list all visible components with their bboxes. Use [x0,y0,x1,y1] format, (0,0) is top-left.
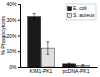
error-bar [46,42,49,55]
error-bar [68,63,71,65]
error-cap [46,54,49,55]
x-axis: KIM1-PK1 pcDNA-PK1 [21,68,98,74]
error-cap [33,19,36,20]
tick-mark [18,4,20,5]
legend-swatch [68,7,72,11]
tick-label: KIM1-PK1 [30,68,53,74]
tick: 30% [6,17,20,23]
error-line [34,13,35,19]
error-cap [81,64,84,65]
tick-mark [18,67,20,68]
tick-mark [18,36,20,37]
chart: 0% 10% 20% 30% 40% KIM1-PK1 pcDNA-PK1 E. coliS.… [0,0,100,77]
y-axis: 0% 10% 20% 30% 40% [6,1,20,70]
error-line [69,63,70,65]
marks [28,13,90,67]
tick-label: pcDNA-PK1 [63,68,90,74]
legend-swatch [68,13,72,17]
tick: 20% [6,33,20,39]
error-bar [33,13,36,19]
legend: E. coliS. aureus [66,4,96,20]
tick-label: 10% [6,48,17,54]
legend-label: E. coli [73,5,87,11]
tick-mark [18,51,20,52]
tick: 10% [6,48,20,54]
error-cap [46,41,49,42]
series [28,13,76,67]
tick-label: 20% [6,33,17,39]
error-line [47,42,48,55]
bar [28,17,41,67]
y-axis-title: % Phagocytosis [0,16,6,55]
error-line [82,65,83,67]
tick-mark [18,20,20,21]
tick-label: 30% [6,17,17,23]
series [41,42,89,67]
tick-label: 40% [6,1,17,7]
tick-label: 0% [9,64,17,70]
error-bar [81,65,84,67]
axis-line [18,5,21,68]
error-cap [68,63,71,64]
tick: pcDNA-PK1 [63,68,90,74]
error-cap [68,64,71,65]
tick: 40% [6,1,20,7]
legend-label: S. aureus [73,12,95,18]
error-cap [33,13,36,14]
bar [63,64,76,67]
plot: 0% 10% 20% 30% 40% KIM1-PK1 pcDNA-PK1 E. coliS.… [6,1,97,73]
legend-frame [66,4,96,20]
tick: 0% [9,64,20,70]
tick: KIM1-PK1 [30,68,53,74]
